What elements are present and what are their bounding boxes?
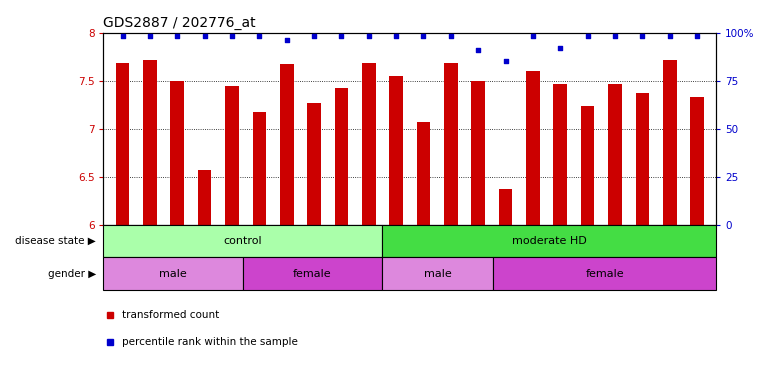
Text: female: female [293,268,332,279]
Bar [335,88,349,225]
Bar [444,63,458,225]
Bar [417,122,430,225]
Bar [553,84,567,225]
Point [637,33,649,40]
Bar [382,225,716,257]
Point [499,58,512,65]
Text: disease state ▶: disease state ▶ [15,236,96,246]
Point [198,33,211,40]
Point [144,33,156,40]
Bar [103,225,382,257]
Point [390,33,402,40]
Text: GDS2887 / 202776_at: GDS2887 / 202776_at [103,16,256,30]
Text: female: female [585,268,624,279]
Bar [581,106,594,225]
Bar [663,60,676,225]
Text: percentile rank within the sample: percentile rank within the sample [122,337,298,347]
Point [280,37,293,43]
Point [171,33,183,40]
Point [308,33,320,40]
Point [226,33,238,40]
Bar [471,81,485,225]
Bar [636,93,650,225]
Point [472,47,484,53]
Bar [253,113,267,225]
Bar [171,81,184,225]
Bar [690,97,704,225]
Point [609,33,621,40]
Bar [143,60,157,225]
Bar [362,63,375,225]
Bar [493,257,716,290]
Bar [389,76,403,225]
Bar [608,84,622,225]
Point [116,33,129,40]
Bar [307,103,321,225]
Text: moderate HD: moderate HD [512,236,587,246]
Bar [103,257,243,290]
Point [362,33,375,40]
Bar [382,257,493,290]
Point [554,45,566,51]
Point [417,33,430,40]
Text: male: male [424,268,451,279]
Point [691,33,703,40]
Point [663,33,676,40]
Point [336,33,348,40]
Point [254,33,266,40]
Text: gender ▶: gender ▶ [47,268,96,279]
Bar [280,65,293,225]
Text: male: male [159,268,187,279]
Bar [499,189,512,225]
Bar [116,63,129,225]
Point [581,33,594,40]
Bar [225,86,239,225]
Bar [526,71,540,225]
Bar [198,170,211,225]
Text: transformed count: transformed count [122,310,219,320]
Point [445,33,457,40]
Text: control: control [224,236,262,246]
Point [527,33,539,40]
Bar [243,257,382,290]
